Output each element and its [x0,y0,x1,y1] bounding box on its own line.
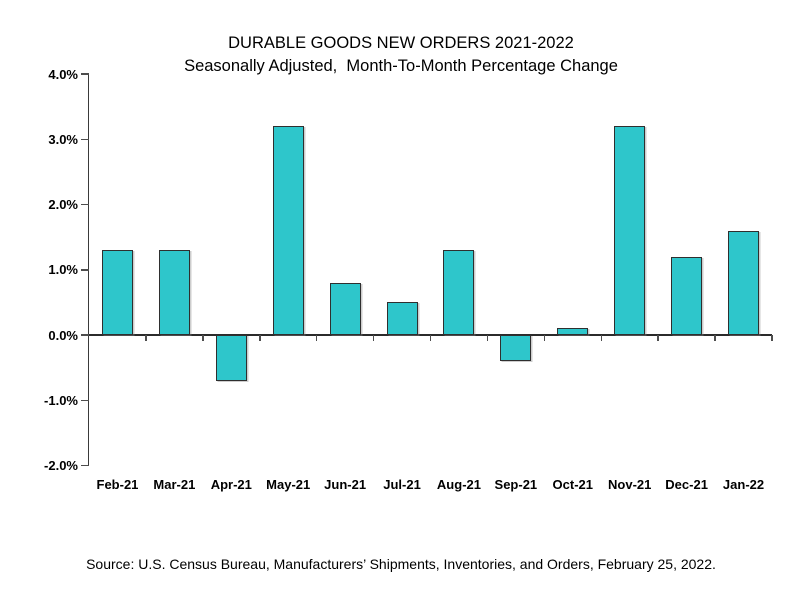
x-axis-label-mar-21: Mar-21 [153,477,196,492]
chart-subtitle: Seasonally Adjusted, Month-To-Month Perc… [184,57,618,75]
source-note: Source: U.S. Census Bureau, Manufacturer… [86,556,716,572]
y-axis-label: 0.0% [48,327,78,343]
bar-mar-21 [158,250,190,335]
bar-oct-21 [557,328,589,335]
bar-apr-21 [215,335,247,381]
y-tick-mark [81,138,89,140]
x-tick-mark [714,335,716,341]
y-tick-mark [81,203,89,206]
x-tick-mark [145,335,147,341]
y-tick-mark [81,334,89,336]
x-axis-label-apr-21: Apr-21 [210,477,252,492]
x-axis-label-jul-21: Jul-21 [383,477,421,492]
x-tick-mark [429,335,432,341]
x-axis-label-sep-21: Sep-21 [494,477,538,492]
bar-jun-21 [329,282,361,335]
x-tick-mark [657,335,659,341]
x-tick-mark [543,335,546,341]
x-tick-mark [600,335,602,341]
y-tick-mark [81,73,89,75]
x-axis-label-feb-21: Feb-21 [96,477,139,492]
x-axis-label-may-21: May-21 [266,477,311,492]
chart-header: DURABLE GOODS NEW ORDERS 2021-2022 Seaso… [0,32,802,78]
x-axis-label-aug-21: Aug-21 [436,477,481,492]
chart-title: DURABLE GOODS NEW ORDERS 2021-2022 [228,34,574,52]
x-axis-label-jan-22: Jan-22 [722,477,765,492]
x-tick-mark [202,335,204,341]
y-axis-label: 1.0% [48,262,78,278]
x-axis-label-nov-21: Nov-21 [608,477,652,492]
x-axis-label-jun-21: Jun-21 [324,477,367,492]
y-axis-label: -1.0% [44,392,78,408]
bar-jan-22 [728,230,760,335]
y-tick-mark [81,269,89,271]
bar-nov-21 [614,126,646,335]
bar-feb-21 [101,250,133,335]
y-tick-mark [81,399,89,401]
y-tick-mark [81,464,89,467]
x-tick-mark [771,335,773,341]
bar-dec-21 [671,256,703,335]
y-axis-label: 4.0% [48,66,78,82]
bar-sep-21 [500,335,532,362]
x-axis-label-oct-21: Oct-21 [552,477,594,492]
x-tick-mark [259,335,261,341]
bar-may-21 [272,126,304,335]
bar-jul-21 [386,302,418,335]
x-tick-mark [315,335,318,341]
y-axis-label: 3.0% [48,131,78,147]
y-axis-label: 2.0% [48,197,78,212]
x-axis-line [89,334,772,336]
x-tick-mark [372,335,375,341]
x-axis-label-dec-21: Dec-21 [665,477,708,492]
x-tick-mark [486,335,489,341]
bar-aug-21 [443,250,475,335]
y-axis-label: -2.0% [44,458,78,473]
